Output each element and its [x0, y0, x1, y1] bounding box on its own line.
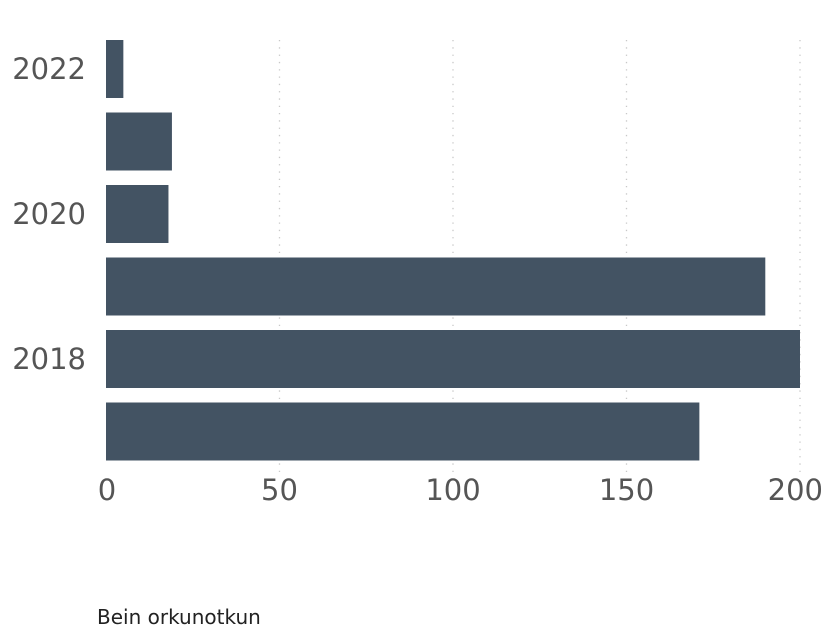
y-tick-label-2018: 2018 [12, 342, 86, 376]
bar-2021 [106, 112, 172, 171]
x-tick-label-150: 150 [599, 473, 654, 507]
bar-2020 [106, 185, 169, 243]
y-tick-labels: 2022 2020 2018 [12, 52, 86, 376]
x-tick-labels: 0 50 100 150 200 [98, 473, 823, 507]
x-tick-label-200: 200 [768, 473, 823, 507]
y-tick-label-2022: 2022 [12, 52, 86, 86]
bars [106, 40, 800, 461]
bar-2018 [106, 330, 800, 388]
y-tick-label-2020: 2020 [12, 197, 86, 231]
x-tick-label-100: 100 [425, 473, 480, 507]
x-tick-label-0: 0 [98, 473, 116, 507]
legend-label: Bein orkunotkun [97, 605, 261, 629]
bar-2019 [106, 257, 766, 316]
x-tick-label-50: 50 [261, 473, 298, 507]
bar-2022 [106, 40, 124, 98]
bar-2017 [106, 402, 700, 461]
